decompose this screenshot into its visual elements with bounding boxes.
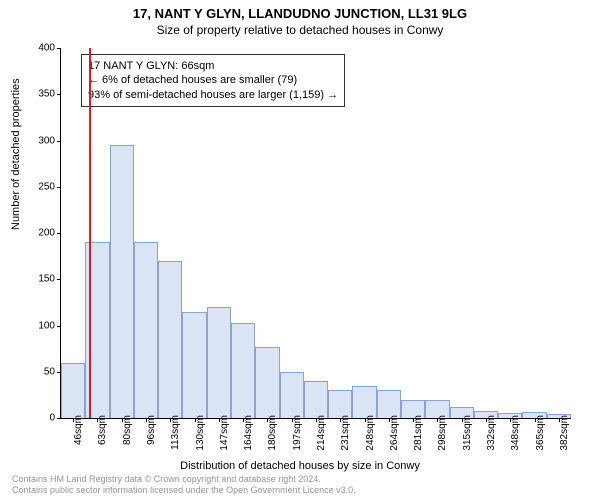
y-tick-label: 250	[21, 181, 55, 192]
histogram-bar	[134, 242, 158, 418]
footer-line-1: Contains HM Land Registry data © Crown c…	[12, 474, 356, 485]
info-box-line: ← 6% of detached houses are smaller (79)	[88, 73, 338, 87]
y-tick-mark	[57, 418, 61, 419]
x-tick-label: 248sqm	[365, 415, 376, 451]
histogram-bar	[328, 390, 352, 418]
histogram-bar	[280, 372, 304, 418]
y-axis-label: Number of detached properties	[10, 78, 22, 230]
info-box-line: 17 NANT Y GLYN: 66sqm	[88, 59, 338, 73]
histogram-bar	[158, 261, 182, 418]
x-tick-mark	[97, 418, 98, 422]
x-tick-mark	[292, 418, 293, 422]
x-tick-mark	[267, 418, 268, 422]
x-tick-label: 164sqm	[243, 415, 254, 451]
x-tick-label: 298sqm	[437, 415, 448, 451]
y-tick-label: 100	[21, 320, 55, 331]
y-tick-mark	[57, 94, 61, 95]
x-tick-mark	[73, 418, 74, 422]
y-tick-label: 300	[21, 135, 55, 146]
y-tick-mark	[57, 279, 61, 280]
x-tick-mark	[389, 418, 390, 422]
y-tick-mark	[57, 233, 61, 234]
x-tick-label: 332sqm	[486, 415, 497, 451]
plot-area: 17 NANT Y GLYN: 66sqm← 6% of detached ho…	[60, 48, 571, 419]
footer-attribution: Contains HM Land Registry data © Crown c…	[12, 474, 356, 496]
y-tick-mark	[57, 48, 61, 49]
y-tick-label: 150	[21, 274, 55, 285]
x-tick-label: 113sqm	[170, 415, 181, 450]
y-tick-mark	[57, 141, 61, 142]
x-tick-label: 348sqm	[510, 415, 521, 451]
histogram-bar	[304, 381, 328, 418]
histogram-bar	[377, 390, 401, 418]
x-tick-mark	[535, 418, 536, 422]
x-tick-mark	[413, 418, 414, 422]
histogram-bar	[255, 347, 279, 418]
x-tick-label: 96sqm	[146, 415, 157, 445]
y-tick-label: 350	[21, 89, 55, 100]
x-tick-label: 281sqm	[413, 415, 424, 451]
x-tick-mark	[170, 418, 171, 422]
x-tick-mark	[195, 418, 196, 422]
x-tick-label: 80sqm	[122, 415, 133, 445]
x-tick-label: 365sqm	[535, 415, 546, 451]
x-tick-label: 46sqm	[73, 415, 84, 445]
histogram-bar	[231, 323, 255, 418]
x-tick-label: 382sqm	[559, 415, 570, 451]
histogram-bar	[182, 312, 206, 418]
histogram-bar	[110, 145, 134, 418]
x-tick-label: 197sqm	[292, 415, 303, 451]
histogram-bar	[61, 363, 85, 419]
x-tick-mark	[462, 418, 463, 422]
footer-line-2: Contains public sector information licen…	[12, 485, 356, 496]
x-tick-mark	[122, 418, 123, 422]
x-tick-mark	[437, 418, 438, 422]
chart-title-sub: Size of property relative to detached ho…	[0, 21, 600, 37]
chart-title-main: 17, NANT Y GLYN, LLANDUDNO JUNCTION, LL3…	[0, 0, 600, 21]
y-tick-label: 50	[21, 366, 55, 377]
x-tick-label: 180sqm	[267, 415, 278, 451]
property-marker-line	[89, 48, 91, 418]
y-tick-label: 200	[21, 228, 55, 239]
chart-container: 17, NANT Y GLYN, LLANDUDNO JUNCTION, LL3…	[0, 0, 600, 500]
y-tick-mark	[57, 187, 61, 188]
x-axis-label: Distribution of detached houses by size …	[0, 460, 600, 472]
x-tick-mark	[559, 418, 560, 422]
y-tick-label: 400	[21, 43, 55, 54]
x-tick-mark	[510, 418, 511, 422]
histogram-bar	[207, 307, 231, 418]
x-tick-mark	[486, 418, 487, 422]
x-tick-mark	[243, 418, 244, 422]
x-tick-label: 264sqm	[389, 415, 400, 451]
x-tick-mark	[316, 418, 317, 422]
x-tick-mark	[219, 418, 220, 422]
x-tick-label: 63sqm	[97, 415, 108, 445]
info-box-line: 93% of semi-detached houses are larger (…	[88, 88, 338, 102]
x-tick-label: 147sqm	[219, 415, 230, 451]
x-tick-mark	[365, 418, 366, 422]
x-tick-mark	[146, 418, 147, 422]
x-tick-label: 214sqm	[316, 415, 327, 451]
histogram-bar	[352, 386, 376, 418]
y-tick-mark	[57, 326, 61, 327]
x-tick-label: 130sqm	[195, 415, 206, 451]
x-tick-mark	[340, 418, 341, 422]
x-tick-label: 315sqm	[462, 415, 473, 451]
info-box: 17 NANT Y GLYN: 66sqm← 6% of detached ho…	[81, 54, 345, 107]
y-tick-label: 0	[21, 413, 55, 424]
x-tick-label: 231sqm	[340, 415, 351, 451]
